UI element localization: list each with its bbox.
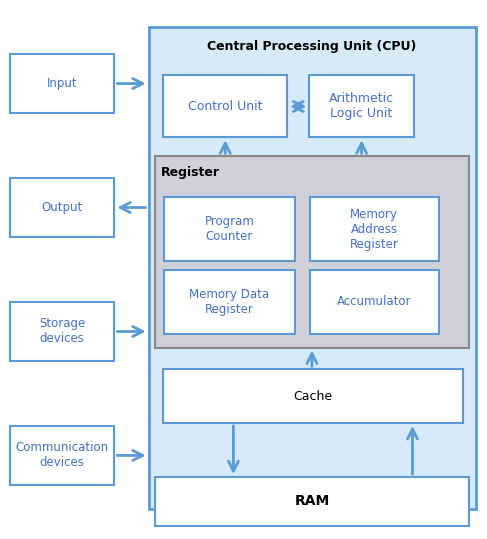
FancyBboxPatch shape — [310, 197, 439, 261]
Text: RAM: RAM — [294, 494, 330, 508]
Text: Memory Data
Register: Memory Data Register — [189, 288, 269, 316]
FancyBboxPatch shape — [163, 369, 463, 423]
FancyBboxPatch shape — [149, 27, 476, 509]
FancyBboxPatch shape — [155, 477, 469, 526]
FancyBboxPatch shape — [10, 54, 114, 113]
FancyBboxPatch shape — [164, 270, 295, 334]
Text: Central Processing Unit (CPU): Central Processing Unit (CPU) — [207, 40, 417, 53]
Text: Output: Output — [41, 201, 83, 214]
Text: Accumulator: Accumulator — [337, 295, 412, 308]
Text: Memory
Address
Register: Memory Address Register — [350, 208, 399, 251]
Text: Arithmetic
Logic Unit: Arithmetic Logic Unit — [329, 93, 394, 120]
FancyBboxPatch shape — [310, 270, 439, 334]
FancyBboxPatch shape — [164, 197, 295, 261]
FancyBboxPatch shape — [10, 302, 114, 361]
Text: Program
Counter: Program Counter — [205, 215, 254, 243]
FancyBboxPatch shape — [155, 156, 469, 348]
Text: Storage
devices: Storage devices — [39, 317, 85, 345]
Text: Input: Input — [47, 77, 77, 90]
Text: Register: Register — [161, 166, 220, 179]
Text: Cache: Cache — [293, 390, 333, 403]
FancyBboxPatch shape — [309, 75, 414, 137]
FancyBboxPatch shape — [163, 75, 287, 137]
FancyBboxPatch shape — [10, 426, 114, 485]
Text: Communication
devices: Communication devices — [16, 441, 109, 469]
FancyBboxPatch shape — [10, 178, 114, 237]
Text: Control Unit: Control Unit — [188, 100, 262, 113]
